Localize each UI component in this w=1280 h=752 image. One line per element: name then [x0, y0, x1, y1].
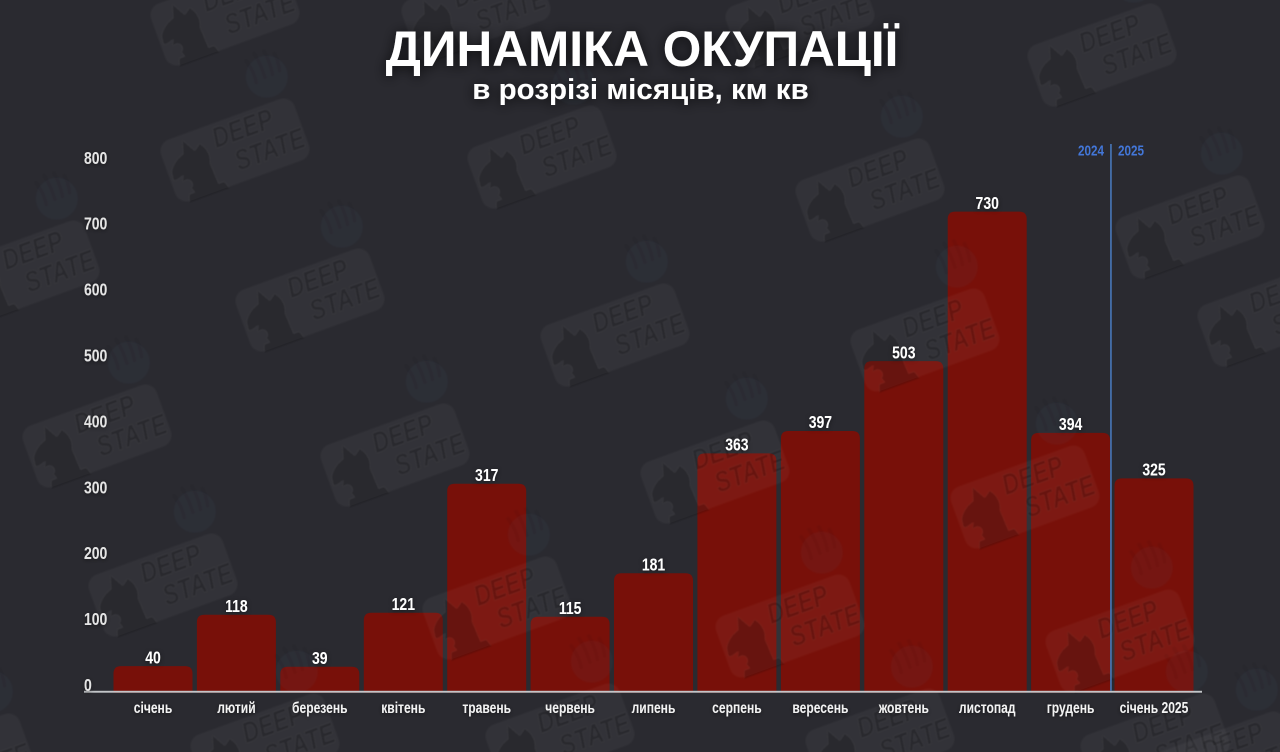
svg-text:ДИНАМІКА ОКУПАЦІЇ: ДИНАМІКА ОКУПАЦІЇ [386, 21, 900, 77]
svg-text:березень: березень [292, 700, 348, 718]
svg-text:118: 118 [225, 598, 248, 617]
svg-text:квітень: квітень [381, 700, 425, 718]
svg-text:200: 200 [84, 545, 108, 564]
svg-text:300: 300 [84, 479, 108, 498]
svg-text:жовтень: жовтень [878, 700, 929, 718]
svg-text:363: 363 [725, 436, 749, 455]
svg-text:800: 800 [84, 150, 108, 169]
svg-text:0: 0 [84, 677, 92, 696]
svg-text:липень: липень [632, 700, 676, 718]
svg-text:400: 400 [84, 413, 108, 432]
svg-text:2024: 2024 [1078, 142, 1104, 159]
svg-text:червень: червень [545, 700, 595, 718]
svg-text:730: 730 [976, 194, 1000, 213]
svg-text:600: 600 [84, 281, 108, 300]
svg-text:січень: січень [134, 700, 173, 718]
svg-text:січень 2025: січень 2025 [1120, 700, 1189, 718]
svg-text:317: 317 [475, 467, 499, 486]
svg-text:503: 503 [892, 344, 916, 363]
svg-text:325: 325 [1142, 461, 1166, 480]
svg-text:листопад: листопад [959, 700, 1016, 718]
svg-text:500: 500 [84, 347, 108, 366]
svg-text:397: 397 [809, 414, 833, 433]
svg-text:115: 115 [559, 600, 582, 619]
svg-text:121: 121 [392, 596, 416, 615]
svg-text:грудень: грудень [1047, 700, 1095, 718]
svg-text:39: 39 [312, 650, 328, 669]
svg-text:100: 100 [84, 611, 108, 630]
svg-text:394: 394 [1059, 416, 1083, 435]
svg-text:в розрізі місяців, км кв: в розрізі місяців, км кв [472, 75, 808, 106]
svg-text:700: 700 [84, 215, 108, 234]
svg-text:серпень: серпень [712, 700, 762, 718]
svg-text:лютий: лютий [217, 700, 255, 718]
svg-text:травень: травень [462, 700, 511, 718]
svg-text:40: 40 [145, 649, 161, 668]
svg-text:вересень: вересень [792, 700, 848, 718]
svg-text:2025: 2025 [1118, 142, 1144, 159]
svg-text:181: 181 [642, 556, 666, 575]
